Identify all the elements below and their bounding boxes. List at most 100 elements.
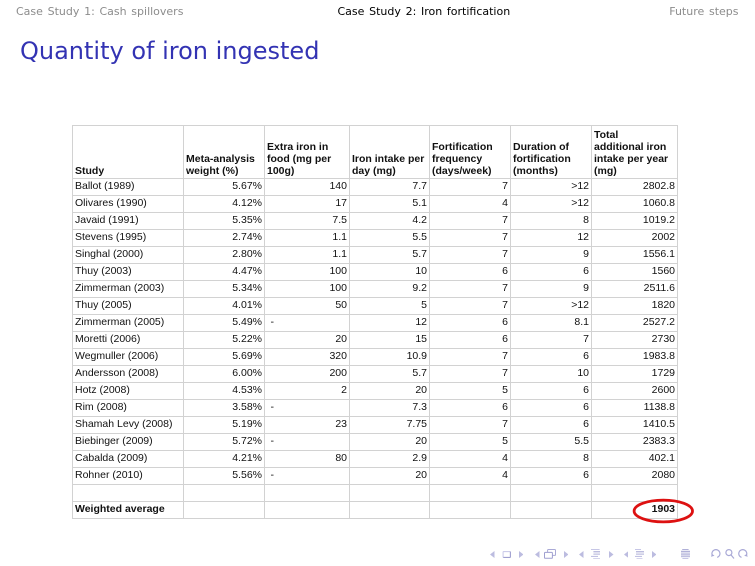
go-forward-icon[interactable]	[737, 549, 749, 559]
table-cell: >12	[510, 195, 592, 213]
table-cell: 7.75	[349, 416, 430, 434]
table-cell: 1556.1	[591, 246, 678, 264]
table-cell: Weighted average	[72, 501, 184, 519]
table-row: Cabalda (2009) 4.21% 80 2.9 4 8 402.1	[72, 450, 678, 468]
table-row: Rohner (2010) 5.56% -20 4 6 2080	[72, 467, 678, 485]
next-frame-arrow-icon[interactable]	[563, 550, 569, 558]
table-cell: Moretti (2006)	[72, 331, 184, 349]
table-row: Stevens (1995) 2.74% 1.1 5.5 7 12 2002	[72, 229, 678, 247]
table-cell: 7	[429, 178, 511, 196]
nav-section-case-study-1[interactable]: Case Study 1: Cash spillovers	[16, 4, 184, 18]
table-cell: 100	[264, 280, 350, 298]
slide-icon[interactable]	[502, 550, 512, 558]
table-cell: 5.67%	[183, 178, 265, 196]
nav-section-future-steps[interactable]: Future steps	[669, 4, 739, 18]
subsection-icon[interactable]	[590, 549, 600, 559]
next-section-arrow-icon[interactable]	[651, 550, 657, 558]
table-cell: 5.7	[349, 365, 430, 383]
table-cell: 1060.8	[591, 195, 678, 213]
table-cell: Rohner (2010)	[72, 467, 184, 485]
table-cell: 1.1	[264, 246, 350, 264]
table-cell: 1019.2	[591, 212, 678, 230]
table-cell: 5.35%	[183, 212, 265, 230]
table-cell: 2511.6	[591, 280, 678, 298]
table-cell: 4.53%	[183, 382, 265, 400]
table-cell: 23	[264, 416, 350, 434]
table-cell: -	[264, 467, 350, 485]
table-cell: 6	[510, 416, 592, 434]
column-header: Iron intake per day (mg)	[349, 125, 430, 179]
column-header: Meta-analysis weight (%)	[183, 125, 265, 179]
table-cell: 2730	[591, 331, 678, 349]
table-cell: 6	[510, 263, 592, 281]
table-cell	[264, 501, 350, 519]
prev-subsection-arrow-icon[interactable]	[579, 550, 584, 558]
document-icon[interactable]	[680, 549, 690, 559]
column-header: Total additional iron intake per year (m…	[591, 125, 678, 179]
table-cell: 6	[429, 314, 511, 332]
next-slide-arrow-icon[interactable]	[518, 550, 524, 558]
table-cell: 2002	[591, 229, 678, 247]
table-cell: -	[264, 399, 350, 417]
table-header-row: Study Meta-analysis weight (%) Extra iron …	[72, 125, 678, 179]
table-cell: 2527.2	[591, 314, 678, 332]
table-cell: 200	[264, 365, 350, 383]
table-cell: Zimmerman (2003)	[72, 280, 184, 298]
table-cell: 5.1	[349, 195, 430, 213]
table-cell: 2383.3	[591, 433, 678, 451]
prev-slide-arrow-icon[interactable]	[490, 550, 495, 558]
table-cell: -	[264, 433, 350, 451]
table-cell: 6	[510, 348, 592, 366]
table-cell: 5.34%	[183, 280, 265, 298]
table-cell: 20	[264, 331, 350, 349]
table-cell: 1903	[591, 501, 678, 519]
table-cell: 320	[264, 348, 350, 366]
table-cell: 2802.8	[591, 178, 678, 196]
table-cell: 5.49%	[183, 314, 265, 332]
table-cell: 7	[429, 246, 511, 264]
table-cell: 7	[429, 212, 511, 230]
table-cell: Zimmerman (2005)	[72, 314, 184, 332]
nav-section-case-study-2[interactable]: Case Study 2: Iron fortification	[337, 4, 511, 18]
prev-frame-arrow-icon[interactable]	[535, 550, 540, 558]
table-cell: 7	[429, 280, 511, 298]
navigation-symbols	[490, 549, 748, 559]
table-cell: 20	[349, 467, 430, 485]
table-cell: 5.5	[349, 229, 430, 247]
table-cell: 5.56%	[183, 467, 265, 485]
frame-icon[interactable]	[544, 549, 557, 559]
table-spacer-row	[72, 484, 678, 502]
table-cell	[429, 484, 511, 502]
table-cell: Javaid (1991)	[72, 212, 184, 230]
table-cell: 7	[510, 331, 592, 349]
table-footer-row: Weighted average 1903	[72, 501, 678, 519]
section-icon[interactable]	[635, 549, 645, 559]
table-cell: 5.72%	[183, 433, 265, 451]
table-cell: 7.5	[264, 212, 350, 230]
table-cell	[183, 501, 265, 519]
table-cell	[510, 484, 592, 502]
prev-section-arrow-icon[interactable]	[623, 550, 629, 558]
search-icon[interactable]	[725, 549, 735, 559]
table-cell: Rim (2008)	[72, 399, 184, 417]
table-cell: 20	[349, 382, 430, 400]
table-row: Wegmuller (2006) 5.69% 320 10.9 7 6 1983.8	[72, 348, 678, 366]
table-cell: 10.9	[349, 348, 430, 366]
table-cell: 5.22%	[183, 331, 265, 349]
table-cell: 4.01%	[183, 297, 265, 315]
table-cell: 80	[264, 450, 350, 468]
next-subsection-arrow-icon[interactable]	[609, 550, 614, 558]
table-cell: 5.69%	[183, 348, 265, 366]
table-cell: Wegmuller (2006)	[72, 348, 184, 366]
table-cell: Thuy (2003)	[72, 263, 184, 281]
table-cell: 6	[429, 399, 511, 417]
table-cell	[591, 484, 678, 502]
table-row: Javaid (1991) 5.35% 7.5 4.2 7 8 1019.2	[72, 212, 678, 230]
table-cell: 5	[349, 297, 430, 315]
table-cell: 1410.5	[591, 416, 678, 434]
go-back-icon[interactable]	[710, 549, 722, 559]
table-cell: 4.21%	[183, 450, 265, 468]
table-cell: 9.2	[349, 280, 430, 298]
table-cell: 6	[510, 399, 592, 417]
